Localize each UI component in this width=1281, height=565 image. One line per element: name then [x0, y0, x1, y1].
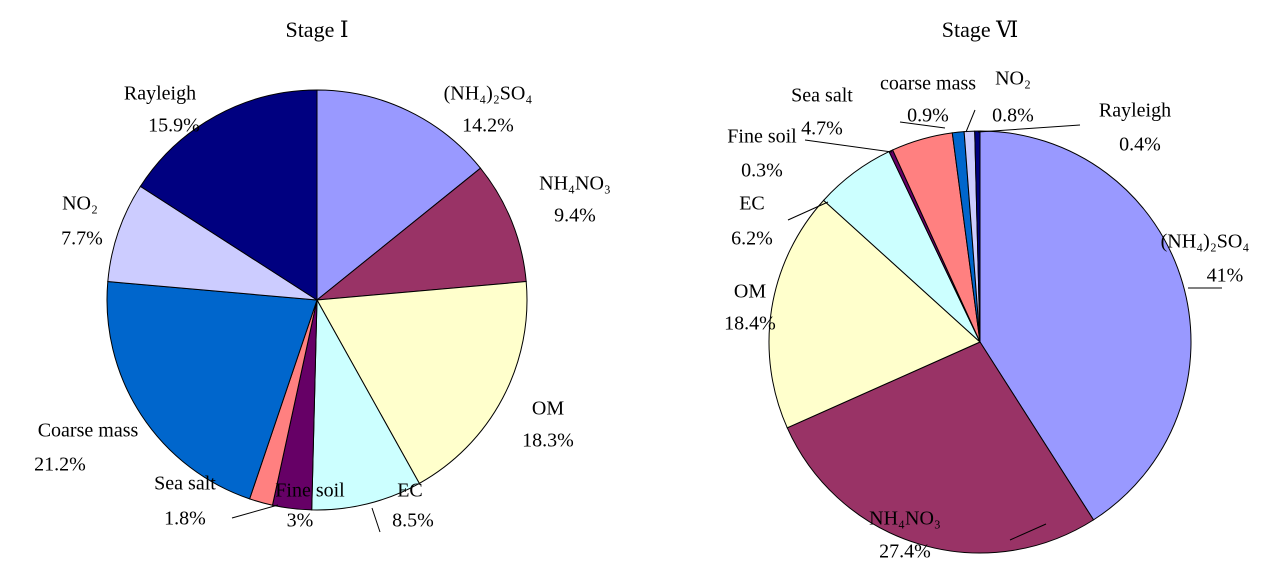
slice-label: Rayleigh — [124, 83, 196, 105]
slice-label: (NH₄)₂SO₄ — [1161, 231, 1250, 253]
value-label: 4.7% — [801, 118, 843, 140]
slice-label: Fine soil — [275, 480, 345, 502]
value-label: 1.8% — [164, 508, 206, 530]
leader-line — [371, 507, 381, 533]
slice-label: EC — [397, 480, 423, 502]
value-label: 9.4% — [554, 205, 596, 227]
slice-label: NO₂ — [995, 68, 1031, 90]
slice-label: Sea salt — [154, 473, 216, 495]
value-label: 7.7% — [61, 228, 103, 250]
slice-label: NO₂ — [62, 193, 98, 215]
pie-slice — [974, 130, 981, 343]
pie-slice — [139, 89, 318, 301]
chart-title: Stage Ⅰ — [285, 17, 348, 42]
leader-line — [231, 504, 279, 519]
value-label: 18.3% — [522, 430, 574, 452]
slice-label: NH₄NO₃ — [539, 173, 611, 195]
chart-title: Stage Ⅵ — [942, 17, 1019, 42]
slice-label: Coarse mass — [38, 420, 139, 442]
value-label: 0.4% — [1119, 134, 1161, 156]
pie-slice — [107, 185, 318, 301]
value-label: 14.2% — [462, 115, 514, 137]
slice-label: NH₄NO₃ — [869, 508, 941, 530]
pie-slice — [315, 167, 527, 301]
value-label: 0.3% — [741, 160, 783, 182]
pie-slice — [316, 281, 528, 485]
leader-line — [965, 109, 976, 133]
slice-label: Sea salt — [791, 85, 853, 107]
leader-line — [787, 201, 829, 221]
pie-slice — [979, 130, 1192, 521]
value-label: 21.2% — [34, 454, 86, 476]
leader-line — [1009, 523, 1047, 541]
pie-slice — [768, 199, 981, 429]
slice-label: Rayleigh — [1099, 100, 1171, 122]
pie-slice — [106, 281, 318, 500]
value-label: 15.9% — [148, 115, 200, 137]
value-label: 3% — [287, 510, 314, 532]
pie-slice — [316, 89, 482, 302]
leader-line — [977, 124, 1081, 133]
slice-label: coarse mass — [880, 73, 976, 95]
value-label: 41% — [1207, 265, 1244, 287]
slice-label: EC — [739, 193, 765, 215]
pie-slice — [311, 298, 421, 511]
value-label: 0.8% — [992, 105, 1034, 127]
slice-label: OM — [734, 281, 766, 303]
leader-line — [899, 121, 946, 129]
slice-label: Fine soil — [727, 126, 797, 148]
value-label: 6.2% — [731, 228, 773, 250]
value-label: 0.9% — [907, 105, 949, 127]
value-label: 27.4% — [879, 541, 931, 563]
leader-line — [804, 139, 893, 153]
value-label: 18.4% — [724, 313, 776, 335]
pie-slice — [786, 341, 1095, 554]
slice-label: OM — [532, 398, 564, 420]
value-label: 8.5% — [392, 510, 434, 532]
slice-label: (NH₄)₂SO₄ — [444, 83, 533, 105]
